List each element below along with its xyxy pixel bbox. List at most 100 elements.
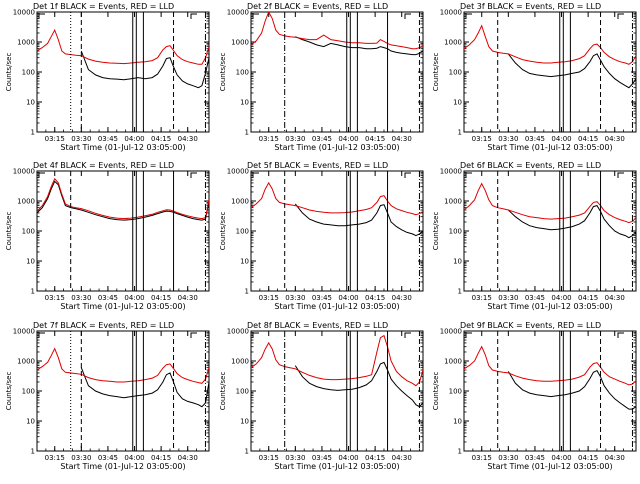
y-axis-label: Counts/sec xyxy=(432,372,440,411)
y-axis-label: Counts/sec xyxy=(5,53,13,92)
detector-panel-3: Det 3f BLACK = Events, RED = LLD Counts/s… xyxy=(432,2,637,152)
plot-frame xyxy=(250,170,424,292)
y-tick-label: 100 xyxy=(236,388,249,396)
x-axis-label: Start Time (01-Jul-12 03:05:00) xyxy=(274,143,399,152)
series-line-lld xyxy=(464,345,636,386)
x-tick-label: 04:30 xyxy=(178,454,198,462)
x-tick-label: 03:30 xyxy=(498,294,518,302)
y-tick-label: 100 xyxy=(236,228,249,236)
y-tick-label: 1 xyxy=(31,448,35,456)
corner-bracket-left xyxy=(465,332,472,338)
x-tick-label: 03:15 xyxy=(259,454,279,462)
detector-panel-7: Det 7f BLACK = Events, RED = LLD Counts/s… xyxy=(5,321,210,471)
x-tick-label: 03:15 xyxy=(259,135,279,143)
y-tick-label: 1 xyxy=(31,288,35,296)
y-tick-label: 10000 xyxy=(227,9,249,17)
y-tick-label: 100 xyxy=(449,228,462,236)
series-line-events xyxy=(80,50,209,89)
x-tick-label: 04:00 xyxy=(338,135,358,143)
corner-bracket-right xyxy=(404,13,411,19)
x-tick-label: 03:15 xyxy=(472,294,492,302)
series-line-events xyxy=(507,369,636,410)
y-tick-label: 100 xyxy=(449,69,462,77)
x-tick-label: 04:15 xyxy=(578,294,598,302)
x-tick-label: 03:30 xyxy=(285,454,305,462)
y-tick-label: 1 xyxy=(31,129,35,137)
x-tick-label: 03:45 xyxy=(98,135,118,143)
corner-bracket-left xyxy=(252,13,259,19)
corner-bracket-right xyxy=(617,13,624,19)
y-tick-label: 100 xyxy=(22,69,35,77)
series-line-lld xyxy=(251,334,423,387)
x-tick-label: 04:30 xyxy=(392,454,412,462)
corner-bracket-right xyxy=(404,332,411,338)
plot-frame xyxy=(463,330,637,452)
panel-title: Det 4f BLACK = Events, RED = LLD xyxy=(33,161,174,170)
detector-panel-6: Det 6f BLACK = Events, RED = LLD Counts/s… xyxy=(432,161,637,311)
y-tick-label: 1000 xyxy=(231,39,249,47)
y-tick-label: 1000 xyxy=(231,358,249,366)
y-tick-label: 1000 xyxy=(444,198,462,206)
y-tick-label: 100 xyxy=(236,69,249,77)
y-tick-label: 10000 xyxy=(13,328,35,336)
corner-bracket-right xyxy=(404,172,411,178)
x-axis-label: Start Time (01-Jul-12 03:05:00) xyxy=(487,302,612,311)
x-axis-label: Start Time (01-Jul-12 03:05:00) xyxy=(60,143,185,152)
series-line-lld xyxy=(251,181,423,216)
y-tick-label: 1 xyxy=(458,288,462,296)
panel-title: Det 2f BLACK = Events, RED = LLD xyxy=(247,2,388,11)
x-tick-label: 03:45 xyxy=(312,454,332,462)
x-axis-label: Start Time (01-Jul-12 03:05:00) xyxy=(487,462,612,471)
x-tick-label: 04:15 xyxy=(151,454,171,462)
x-tick-label: 03:45 xyxy=(312,294,332,302)
panel-title: Det 5f BLACK = Events, RED = LLD xyxy=(247,161,388,170)
y-tick-label: 10000 xyxy=(440,168,462,176)
x-tick-label: 04:15 xyxy=(151,294,171,302)
x-tick-label: 04:15 xyxy=(365,135,385,143)
y-tick-label: 100 xyxy=(449,388,462,396)
series-line-events xyxy=(295,36,423,56)
x-tick-label: 04:30 xyxy=(605,135,625,143)
x-tick-label: 04:15 xyxy=(578,135,598,143)
series-line-lld xyxy=(37,177,209,220)
x-tick-label: 04:00 xyxy=(124,294,144,302)
x-tick-label: 03:45 xyxy=(525,294,545,302)
plot-frame xyxy=(250,330,424,452)
x-tick-label: 04:30 xyxy=(178,135,198,143)
x-tick-label: 04:30 xyxy=(392,135,412,143)
x-tick-label: 03:45 xyxy=(312,135,332,143)
y-axis-label: Counts/sec xyxy=(432,212,440,251)
y-tick-label: 10 xyxy=(26,99,35,107)
x-tick-label: 04:00 xyxy=(124,135,144,143)
corner-bracket-left xyxy=(38,332,45,338)
series-line-lld xyxy=(464,182,636,224)
x-axis-label: Start Time (01-Jul-12 03:05:00) xyxy=(60,302,185,311)
x-tick-label: 03:15 xyxy=(472,135,492,143)
x-tick-label: 04:30 xyxy=(392,294,412,302)
x-axis-label: Start Time (01-Jul-12 03:05:00) xyxy=(274,462,399,471)
x-tick-label: 03:30 xyxy=(498,454,518,462)
corner-bracket-right xyxy=(190,13,197,19)
plot-frame xyxy=(36,11,210,133)
series-line-events xyxy=(37,180,209,221)
y-tick-label: 10000 xyxy=(440,328,462,336)
corner-bracket-left xyxy=(38,172,45,178)
detector-panel-8: Det 8f BLACK = Events, RED = LLD Counts/s… xyxy=(219,321,424,471)
y-tick-label: 10000 xyxy=(440,9,462,17)
x-tick-label: 03:30 xyxy=(285,135,305,143)
x-tick-label: 04:15 xyxy=(151,135,171,143)
series-line-lld xyxy=(464,24,636,65)
y-tick-label: 1000 xyxy=(444,358,462,366)
x-axis-label: Start Time (01-Jul-12 03:05:00) xyxy=(487,143,612,152)
corner-bracket-right xyxy=(617,172,624,178)
x-tick-label: 04:00 xyxy=(338,454,358,462)
y-tick-label: 1000 xyxy=(231,198,249,206)
y-tick-label: 10 xyxy=(453,99,462,107)
x-tick-label: 04:00 xyxy=(338,294,358,302)
y-tick-label: 10 xyxy=(26,418,35,426)
y-tick-label: 100 xyxy=(22,388,35,396)
x-tick-label: 03:15 xyxy=(259,294,279,302)
x-tick-label: 04:00 xyxy=(551,294,571,302)
